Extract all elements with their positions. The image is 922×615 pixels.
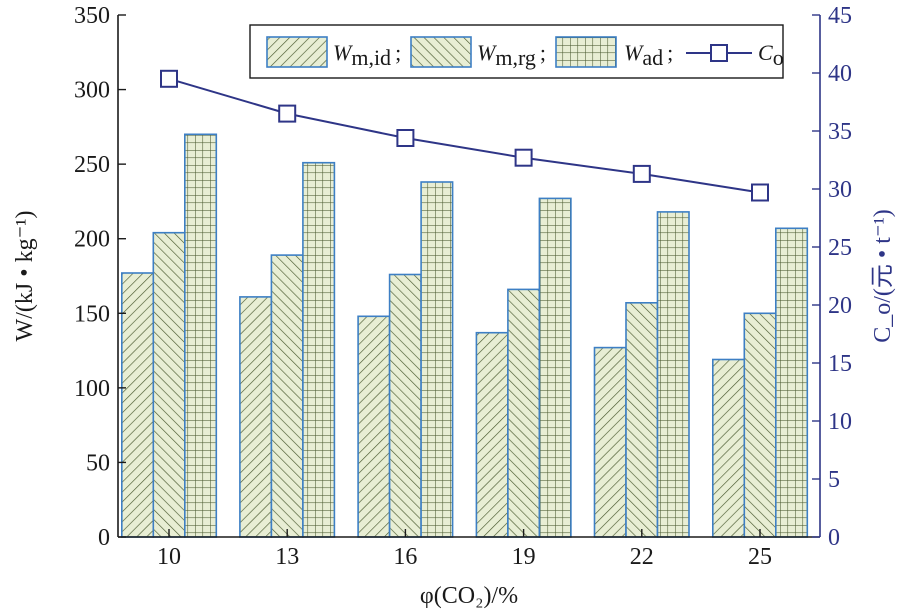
bar-w-m-id-19 (475, 331, 509, 538)
y2-tick-label: 0 (828, 525, 840, 551)
bar-w-ad-25 (774, 227, 809, 538)
y2-tick-label: 30 (828, 177, 852, 203)
bar-w-ad-19 (538, 197, 572, 538)
y-tick-label: 50 (86, 450, 110, 476)
bar-w-m-id-13 (239, 296, 273, 538)
bars-layer (121, 133, 809, 538)
bar-w-ad-10 (184, 133, 218, 538)
series-line-c-o (168, 77, 761, 194)
right-ticks: 0 5 10 15 20 25 30 35 40 45 (812, 3, 852, 551)
bar-w-m-id-25 (711, 358, 746, 538)
x-ticks: 10 13 16 19 22 25 (157, 529, 772, 570)
y2-tick-label: 15 (828, 351, 852, 377)
legend-swatch-w-ad (555, 36, 617, 68)
y-tick-label: 350 (74, 3, 110, 29)
y-tick-label: 300 (74, 78, 110, 104)
marker-c-o-22 (632, 164, 651, 183)
bar-w-m-id-16 (357, 315, 391, 538)
bar-w-m-rg-10 (152, 231, 186, 538)
legend-swatch-w-m-id (266, 36, 328, 68)
bar-w-m-rg-25 (743, 312, 777, 538)
legend-box (249, 24, 784, 79)
bar-w-m-id-22 (593, 346, 627, 538)
x-tick-label: 16 (393, 544, 417, 570)
y-tick-label: 200 (74, 227, 110, 253)
y-tick-label: 0 (98, 525, 110, 551)
marker-c-o-25 (751, 183, 769, 202)
bar-w-ad-16 (420, 181, 454, 538)
legend-label-c-o: Co (758, 40, 784, 70)
x-tick-label: 19 (512, 544, 536, 570)
legend-swatch-w-m-rg (410, 36, 472, 68)
y2-tick-label: 5 (828, 467, 840, 493)
y2-tick-label: 45 (828, 3, 852, 29)
y2-tick-label: 20 (828, 293, 852, 319)
marker-c-o-10 (160, 69, 178, 88)
y2-tick-label: 35 (828, 119, 852, 145)
y-tick-label: 150 (74, 301, 110, 327)
y2-tick-label: 25 (828, 235, 852, 261)
bar-w-ad-13 (302, 161, 336, 538)
y2-axis-title: C_o/(元 • t⁻¹) (870, 209, 896, 343)
left-ticks: 0 50 100 150 200 250 300 350 (74, 3, 126, 551)
line-layer (160, 69, 769, 202)
bar-w-m-rg-16 (388, 273, 422, 538)
legend-label-w-m-rg: Wm,rg; (477, 40, 546, 70)
legend-marker-c-o (710, 44, 728, 62)
bar-w-m-rg-19 (507, 288, 541, 538)
marker-c-o-16 (396, 129, 415, 147)
y-tick-label: 100 (74, 376, 110, 402)
bar-w-ad-22 (656, 211, 690, 538)
bar-w-m-rg-13 (270, 254, 304, 538)
bar-w-m-rg-22 (625, 301, 659, 538)
legend-label-w-ad: Wad; (624, 40, 673, 70)
x-tick-label: 25 (748, 544, 772, 570)
x-tick-label: 13 (275, 544, 299, 570)
x-tick-label: 10 (157, 544, 181, 570)
x-axis-title: φ(CO₂)/% (420, 583, 518, 609)
y2-tick-label: 40 (828, 61, 852, 87)
marker-c-o-13 (278, 104, 297, 123)
marker-c-o-19 (514, 148, 533, 167)
y-tick-label: 250 (74, 152, 110, 178)
bar-w-m-id-10 (121, 272, 155, 538)
x-tick-label: 22 (630, 544, 654, 570)
y2-tick-label: 10 (828, 409, 852, 435)
y-axis-title: W/(kJ • kg⁻¹) (12, 211, 38, 342)
legend-label-w-m-id: Wm,id; (333, 40, 401, 70)
legend: Wm,id; Wm,rg; Wad; Co (249, 24, 784, 79)
